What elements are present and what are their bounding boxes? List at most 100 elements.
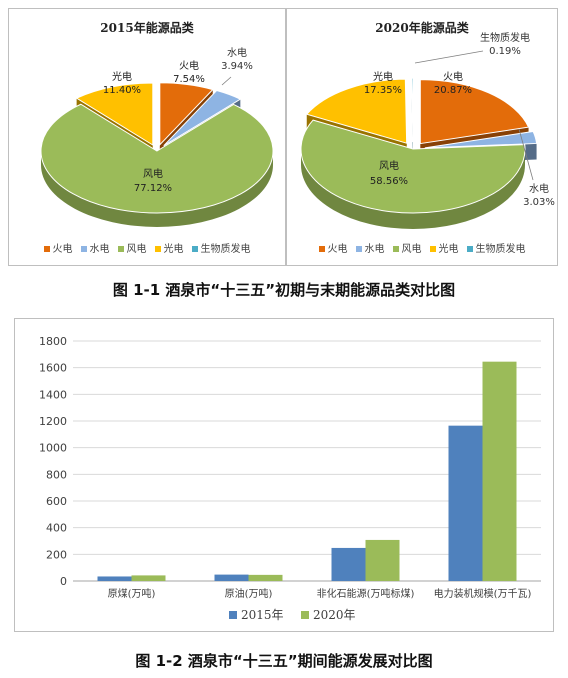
legend-item: 风电 (117, 240, 147, 255)
pie-leader-line (518, 128, 534, 181)
y-tick-label: 1200 (39, 415, 67, 428)
legend-label: 生物质发电 (475, 244, 526, 255)
pie-title-2015: 2015年能源品类 (100, 21, 194, 35)
pie-label-value: 77.12% (134, 183, 172, 194)
pie-label-value: 58.56% (370, 176, 408, 187)
bar-chart-energy: 0 200 400 600 800 1000 1200 1400 1600 1800 原煤(万吨) 原… (14, 318, 554, 632)
legend-swatch (43, 246, 50, 252)
legend-item: 风电 (392, 240, 422, 255)
bar-chart-svg: 0 200 400 600 800 1000 1200 1400 1600 1800 原煤(万吨) 原… (39, 335, 541, 622)
x-category-label: 非化石能源(万吨标煤) (317, 587, 415, 600)
pie-label-value: 3.94% (221, 61, 253, 72)
legend-label: 光电 (163, 244, 184, 255)
legend-item: 火电 (318, 240, 348, 255)
y-tick-label: 0 (60, 575, 67, 588)
bar-2020年-0 (131, 575, 166, 581)
pie-label-value: 7.54% (173, 74, 205, 85)
pie-slice-生物质发电 (411, 77, 414, 143)
pie-slice-side (301, 149, 525, 229)
legend-item: 光电 (154, 240, 184, 255)
legend-label: 水电 (364, 244, 385, 255)
pie-2015-svg: 火电 7.54% 水电 3.94% 风电 77.12% 光电 11.40% (40, 46, 274, 227)
pie-label-name: 光电 (373, 70, 393, 83)
y-tick-label: 1800 (39, 335, 67, 348)
y-tick-label: 600 (46, 495, 67, 508)
pie-label-value: 0.19% (489, 46, 521, 57)
y-tick-label: 1600 (39, 362, 67, 375)
legend-label: 光电 (438, 244, 459, 255)
pie-slice-火电 (419, 79, 530, 145)
pie-label-name: 风电 (379, 159, 399, 172)
legend-label: 生物质发电 (200, 244, 251, 255)
legend-swatch (117, 246, 124, 252)
bar-legend-label: 2015年 (241, 608, 284, 622)
legend-label: 火电 (327, 244, 348, 255)
figure-2-caption: 图 1-2 酒泉市“十三五”期间能源发展对比图 (135, 652, 433, 670)
pie-label-name: 光电 (112, 70, 132, 83)
x-category-label: 原煤(万吨) (108, 587, 156, 600)
legend-label: 火电 (52, 244, 73, 255)
bar-legend-swatch (229, 611, 237, 619)
pie-leader-line (221, 76, 232, 86)
pie-slice-side (41, 151, 273, 227)
pie-slice-水电 (163, 89, 242, 147)
y-tick-label: 200 (46, 548, 67, 561)
pie-slice-风电 (40, 103, 274, 214)
y-tick-label: 1400 (39, 388, 67, 401)
pie-slice-光电 (305, 78, 408, 144)
legend-swatch (392, 246, 399, 252)
pie-title-2020: 2020年能源品类 (375, 21, 469, 35)
pie-label-name: 生物质发电 (480, 31, 530, 44)
legend-item: 光电 (429, 240, 459, 255)
legend-swatch (466, 246, 473, 252)
y-tick-label: 800 (46, 468, 67, 481)
pie-slice-风电 (300, 119, 526, 214)
figure-1-caption: 图 1-1 酒泉市“十三五”初期与末期能源品类对比图 (112, 281, 456, 299)
bar-2020年-1 (248, 574, 283, 581)
legend-item: 生物质发电 (191, 240, 251, 255)
x-category-label: 原油(万吨) (225, 587, 273, 600)
legend-swatch (154, 246, 161, 252)
pie-slice-火电 (159, 82, 214, 147)
pie-label-value: 17.35% (364, 85, 402, 96)
pie-legend-2020: 火电 水电 风电 光电 生物质发电 (287, 240, 557, 255)
pie-label-value: 20.87% (434, 85, 472, 96)
pie-label-value: 3.03% (523, 197, 555, 208)
pie-label-name: 火电 (443, 70, 463, 83)
legend-label: 风电 (126, 244, 147, 255)
legend-swatch (429, 246, 436, 252)
pie-chart-2020: 2020年能源品类 火电 20.87% 水电 3.03% 风电 58.56% 光电 17.35… (286, 8, 558, 266)
bar-legend-label: 2020年 (313, 608, 356, 622)
legend-swatch (318, 246, 325, 252)
pie-slice-水电 (424, 130, 538, 149)
legend-swatch (80, 246, 87, 252)
legend-item: 水电 (80, 240, 110, 255)
pie-2020-svg: 火电 20.87% 水电 3.03% 风电 58.56% 光电 17.35% 生物质发电 0.19… (300, 31, 555, 229)
bar-2015年-3 (448, 425, 483, 581)
pie-label-name: 火电 (179, 59, 199, 72)
legend-swatch (191, 246, 198, 252)
pie-label-value: 11.40% (103, 85, 141, 96)
bar-legend-swatch (301, 611, 309, 619)
x-category-label: 电力装机规模(万千瓦) (434, 587, 532, 600)
legend-label: 风电 (401, 244, 422, 255)
y-tick-label: 400 (46, 522, 67, 535)
legend-swatch (355, 246, 362, 252)
pie-label-name: 风电 (143, 167, 163, 180)
bar-2020年-2 (365, 539, 400, 581)
y-tick-label: 1000 (39, 442, 67, 455)
bar-2015年-0 (97, 576, 132, 581)
bar-2020年-3 (482, 361, 517, 581)
pie-label-name: 水电 (529, 182, 549, 195)
legend-item: 生物质发电 (466, 240, 526, 255)
legend-label: 水电 (89, 244, 110, 255)
pie-legend-2015: 火电 水电 风电 光电 生物质发电 (9, 240, 285, 255)
legend-item: 水电 (355, 240, 385, 255)
bar-2015年-2 (331, 547, 366, 581)
pie-chart-2015: 2015年能源品类 火电 7.54% 水电 3.94% 风电 77.12% 光电 11.40%… (8, 8, 286, 266)
pie-slice-光电 (75, 82, 154, 146)
legend-item: 火电 (43, 240, 73, 255)
pie-leader-line (414, 50, 484, 64)
bar-2015年-1 (214, 574, 249, 581)
pie-label-name: 水电 (227, 46, 247, 59)
